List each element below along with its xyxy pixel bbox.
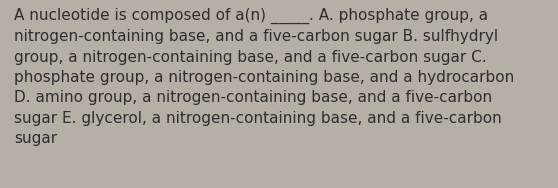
Text: A nucleotide is composed of a(n) _____. A. phosphate group, a
nitrogen-containin: A nucleotide is composed of a(n) _____. … bbox=[14, 8, 514, 146]
